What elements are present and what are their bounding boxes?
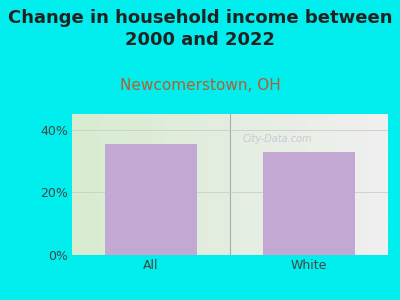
Text: Change in household income between
2000 and 2022: Change in household income between 2000 … bbox=[8, 9, 392, 49]
Text: City-Data.com: City-Data.com bbox=[242, 134, 312, 144]
Bar bbox=[263, 152, 355, 255]
Bar bbox=[105, 144, 197, 255]
Text: Newcomerstown, OH: Newcomerstown, OH bbox=[120, 78, 280, 93]
